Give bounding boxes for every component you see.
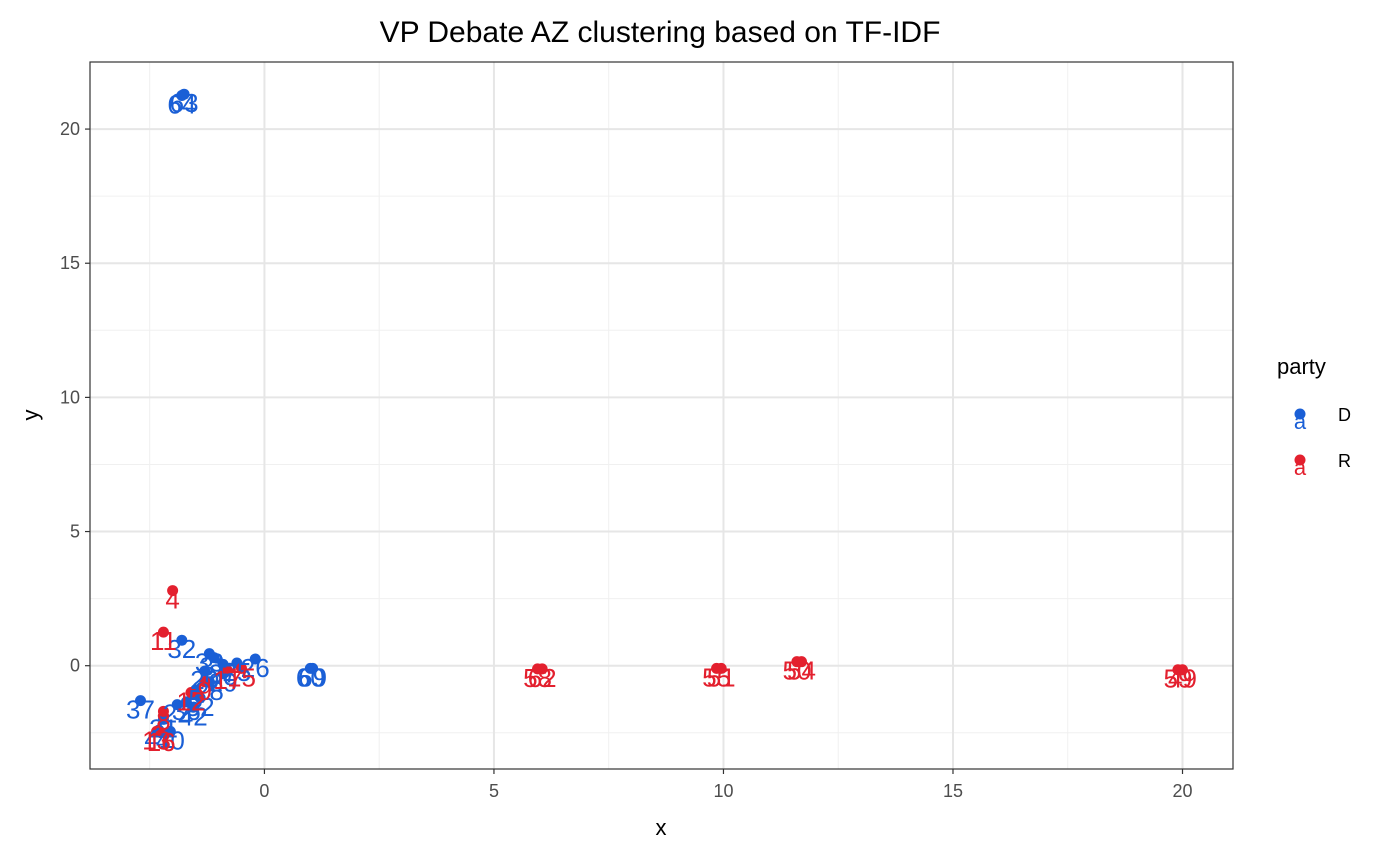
data-point-label: 41	[144, 724, 173, 754]
data-point-label: 32	[167, 634, 196, 664]
legend-key-point	[1294, 454, 1306, 466]
data-point-label: 28	[195, 676, 224, 706]
data-point-label: 55	[702, 662, 731, 692]
data-point-d	[176, 634, 188, 646]
data-point-label: 16	[147, 727, 176, 757]
legend-label: R	[1338, 451, 1351, 471]
data-point-label: 13	[142, 725, 171, 755]
y-axis-ticks: 0 5 10 15 20	[60, 119, 90, 676]
data-point-d	[164, 725, 176, 737]
data-point-label: 62	[528, 663, 557, 693]
data-point-label: 22	[163, 699, 192, 729]
data-point-label: 50	[782, 656, 811, 686]
data-point-label: 20	[190, 665, 219, 695]
data-point-label: 33	[195, 648, 224, 678]
legend-title: party	[1277, 354, 1326, 379]
data-point-r	[796, 656, 808, 668]
legend-key-glyph: a	[1294, 409, 1307, 434]
data-point-label: 12	[177, 687, 206, 717]
data-point-r	[157, 705, 169, 717]
data-points	[134, 88, 1189, 739]
minor-gridlines	[90, 62, 1233, 769]
data-point-label: 51	[707, 662, 736, 692]
y-axis-title: y	[18, 410, 43, 421]
data-point-label: 29	[209, 668, 238, 698]
data-point-d	[187, 701, 199, 713]
data-point-label: 49	[1168, 664, 1197, 694]
data-point-label: 27	[209, 658, 238, 688]
x-tick-label: 20	[1172, 781, 1192, 801]
data-point-r	[157, 626, 169, 638]
x-tick-label: 5	[489, 781, 499, 801]
data-point-label: 25	[222, 657, 251, 687]
x-axis-ticks: 0 5 10 15 20	[259, 769, 1193, 801]
y-tick-label: 20	[60, 119, 80, 139]
plot-panel-background	[90, 62, 1233, 769]
legend: party a Da R	[1277, 354, 1351, 480]
data-point-r	[536, 663, 548, 675]
data-point-label: 64	[167, 90, 196, 120]
data-point-label: 4	[165, 585, 179, 615]
data-point-label: 59	[1163, 664, 1192, 694]
data-point-label: 31	[199, 652, 228, 682]
data-point-label: 52	[186, 692, 215, 722]
legend-key-point	[1294, 408, 1306, 420]
data-point-d	[194, 692, 206, 704]
data-point-label: 17	[213, 665, 242, 695]
data-point-label: 58	[523, 663, 552, 693]
data-point-r	[715, 662, 727, 674]
data-point-r	[1177, 664, 1189, 676]
data-point-label: 37	[126, 695, 155, 725]
legend-key-glyph: a	[1294, 455, 1307, 480]
data-point-label: 9	[198, 676, 212, 706]
data-point-r	[199, 676, 211, 688]
data-point-r	[155, 727, 167, 739]
data-point-r	[235, 662, 247, 674]
x-tick-label: 0	[259, 781, 269, 801]
data-point-label: 40	[156, 725, 185, 755]
data-point-d	[157, 713, 169, 725]
y-tick-label: 15	[60, 253, 80, 273]
data-point-label: 15	[227, 662, 256, 692]
data-point-label: 26	[241, 653, 270, 683]
data-point-label: 36	[172, 696, 201, 726]
data-point-label: 54	[787, 656, 816, 686]
x-axis-title: x	[656, 815, 667, 840]
data-point-d	[208, 652, 220, 664]
data-point-d	[134, 695, 146, 707]
x-tick-label: 10	[713, 781, 733, 801]
y-tick-label: 10	[60, 387, 80, 407]
y-tick-label: 5	[70, 522, 80, 542]
data-point-label: 8	[156, 705, 170, 735]
x-tick-label: 15	[943, 781, 963, 801]
y-tick-label: 0	[70, 656, 80, 676]
data-point-label: 69	[298, 662, 327, 692]
data-point-d	[171, 699, 183, 711]
data-point-r	[222, 665, 234, 677]
data-point-r	[167, 585, 179, 597]
data-point-label: 42	[179, 701, 208, 731]
data-point-d	[176, 90, 188, 102]
data-point-label: 63	[170, 88, 199, 118]
data-point-label: 60	[296, 662, 325, 692]
legend-entries: a Da R	[1294, 405, 1351, 480]
legend-label: D	[1338, 405, 1351, 425]
data-point-r	[185, 687, 197, 699]
data-point-d	[307, 662, 319, 674]
data-point-d	[199, 665, 211, 677]
data-point-d	[249, 653, 261, 665]
data-point-label: 5	[188, 684, 202, 714]
data-point-label: 21	[149, 713, 178, 743]
data-point-label: 11	[150, 626, 177, 656]
plot-panel-border	[89, 61, 1234, 770]
chart-title: VP Debate AZ clustering based on TF-IDF	[380, 16, 941, 49]
major-gridlines	[90, 62, 1233, 769]
